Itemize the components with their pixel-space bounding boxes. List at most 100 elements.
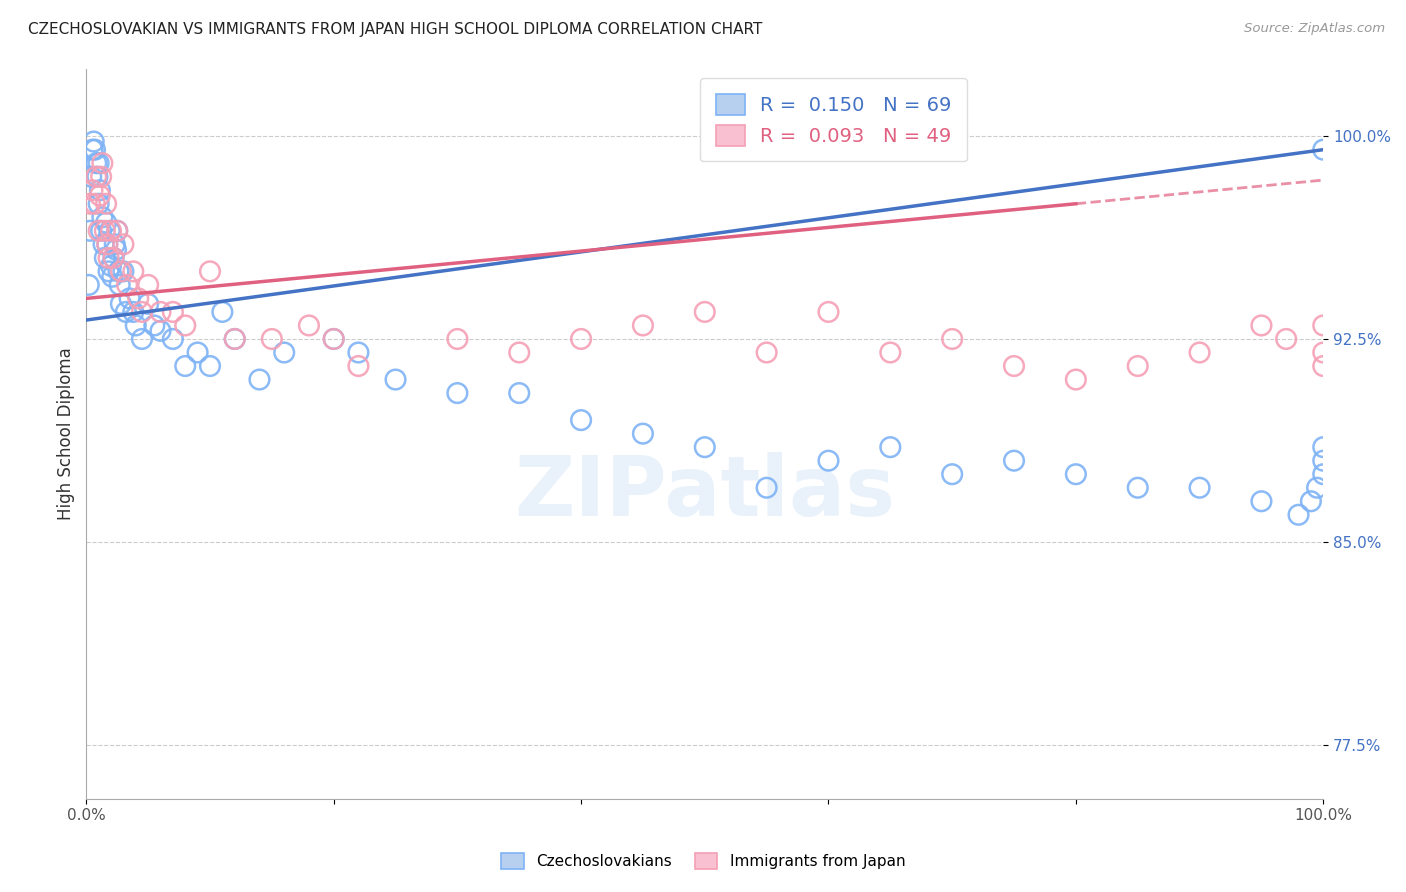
- Point: [198, 264, 221, 278]
- Point: [80, 169, 103, 184]
- Point: [94, 251, 117, 265]
- Point: [79, 224, 101, 238]
- Point: [273, 345, 295, 359]
- Point: [1250, 494, 1272, 508]
- Point: [1188, 481, 1211, 495]
- Point: [755, 481, 778, 495]
- Point: [122, 264, 145, 278]
- Point: [103, 251, 125, 265]
- Point: [82, 143, 104, 157]
- Text: ZIPatlas: ZIPatlas: [515, 451, 896, 533]
- Point: [1002, 453, 1025, 467]
- Point: [755, 345, 778, 359]
- Point: [879, 345, 901, 359]
- Point: [84, 156, 107, 170]
- Point: [1312, 453, 1334, 467]
- Point: [107, 264, 129, 278]
- Point: [108, 277, 131, 292]
- Point: [118, 292, 141, 306]
- Point: [83, 135, 105, 149]
- Point: [1064, 467, 1087, 482]
- Point: [817, 305, 839, 319]
- Point: [115, 277, 138, 292]
- Point: [100, 224, 122, 238]
- Point: [508, 386, 530, 401]
- Point: [90, 169, 112, 184]
- Point: [97, 251, 120, 265]
- Point: [1126, 481, 1149, 495]
- Point: [631, 426, 654, 441]
- Point: [211, 305, 233, 319]
- Point: [1312, 440, 1334, 454]
- Point: [162, 305, 184, 319]
- Point: [96, 237, 118, 252]
- Point: [84, 196, 107, 211]
- Point: [86, 169, 108, 184]
- Point: [249, 373, 271, 387]
- Point: [817, 453, 839, 467]
- Point: [879, 440, 901, 454]
- Point: [446, 332, 468, 346]
- Point: [98, 224, 121, 238]
- Point: [322, 332, 344, 346]
- Point: [90, 224, 112, 238]
- Point: [1312, 359, 1334, 373]
- Point: [1126, 359, 1149, 373]
- Point: [115, 305, 138, 319]
- Point: [94, 224, 117, 238]
- Point: [110, 264, 132, 278]
- Point: [87, 156, 110, 170]
- Point: [101, 269, 124, 284]
- Point: [1312, 345, 1334, 359]
- Point: [1312, 467, 1334, 482]
- Point: [508, 345, 530, 359]
- Point: [112, 264, 135, 278]
- Point: [91, 156, 114, 170]
- Point: [693, 305, 716, 319]
- Point: [1250, 318, 1272, 333]
- Point: [322, 332, 344, 346]
- Text: Source: ZipAtlas.com: Source: ZipAtlas.com: [1244, 22, 1385, 36]
- Point: [149, 324, 172, 338]
- Point: [84, 143, 107, 157]
- Point: [1306, 481, 1329, 495]
- Point: [198, 359, 221, 373]
- Point: [187, 345, 209, 359]
- Point: [347, 359, 370, 373]
- Point: [1188, 345, 1211, 359]
- Point: [105, 224, 128, 238]
- Point: [87, 224, 110, 238]
- Point: [384, 373, 406, 387]
- Point: [1288, 508, 1310, 522]
- Text: CZECHOSLOVAKIAN VS IMMIGRANTS FROM JAPAN HIGH SCHOOL DIPLOMA CORRELATION CHART: CZECHOSLOVAKIAN VS IMMIGRANTS FROM JAPAN…: [28, 22, 762, 37]
- Point: [79, 196, 101, 211]
- Point: [1002, 359, 1025, 373]
- Point: [941, 332, 963, 346]
- Point: [569, 413, 592, 427]
- Point: [941, 467, 963, 482]
- Point: [100, 259, 122, 273]
- Point: [94, 216, 117, 230]
- Point: [104, 237, 127, 252]
- Point: [224, 332, 246, 346]
- Point: [112, 237, 135, 252]
- Point: [131, 332, 153, 346]
- Point: [125, 318, 148, 333]
- Point: [569, 332, 592, 346]
- Point: [93, 237, 115, 252]
- Point: [104, 243, 127, 257]
- Legend: Czechoslovakians, Immigrants from Japan: Czechoslovakians, Immigrants from Japan: [495, 847, 911, 875]
- Point: [105, 224, 128, 238]
- Point: [446, 386, 468, 401]
- Legend: R =  0.150   N = 69, R =  0.093   N = 49: R = 0.150 N = 69, R = 0.093 N = 49: [700, 78, 967, 161]
- Point: [136, 277, 159, 292]
- Point: [82, 183, 104, 197]
- Point: [94, 196, 117, 211]
- Point: [260, 332, 283, 346]
- Point: [149, 305, 172, 319]
- Point: [693, 440, 716, 454]
- Point: [298, 318, 321, 333]
- Point: [103, 251, 125, 265]
- Point: [1312, 143, 1334, 157]
- Point: [162, 332, 184, 346]
